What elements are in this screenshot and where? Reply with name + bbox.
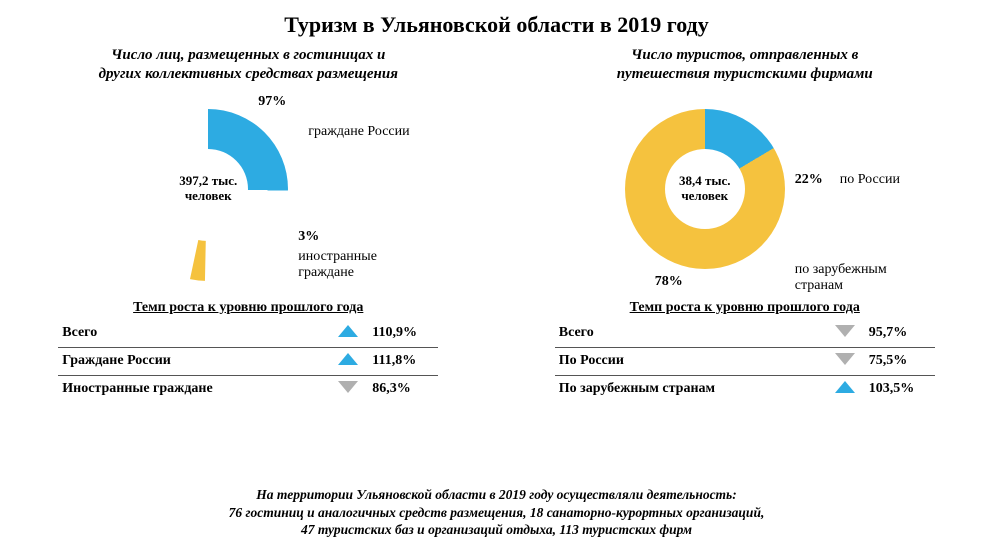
growth-arrow-icon [328, 320, 368, 348]
left-slice0-label: граждане России [308, 124, 409, 140]
growth-row-label: Иностранные граждане [58, 375, 328, 403]
growth-row: Граждане России 111,8% [58, 347, 438, 375]
growth-arrow-icon [825, 320, 865, 348]
right-slice0-pct: 22% [795, 172, 823, 188]
page-title: Туризм в Ульяновской области в 2019 году [0, 0, 993, 38]
growth-arrow-icon [825, 375, 865, 403]
right-donut: 38,4 тыс. человек [625, 109, 785, 269]
right-donut-wrap: 38,4 тыс. человек 22% по России 78% по з… [565, 94, 925, 294]
growth-row: По России 75,5% [555, 347, 935, 375]
growth-row-label: Всего [58, 320, 328, 348]
right-center-line2: человек [681, 189, 728, 204]
growth-arrow-icon [328, 347, 368, 375]
right-panel: Число туристов, отправленных в путешеств… [515, 46, 975, 403]
growth-row-value: 95,7% [865, 320, 935, 348]
growth-row-value: 110,9% [368, 320, 438, 348]
panels: Число лиц, размещенных в гостиницах и др… [0, 46, 993, 403]
growth-row: Всего 95,7% [555, 320, 935, 348]
left-growth-table: Всего110,9%Граждане России111,8%Иностран… [58, 320, 438, 403]
growth-row-label: Граждане России [58, 347, 328, 375]
right-growth-table: Всего95,7%По России75,5%По зарубежным ст… [555, 320, 935, 403]
left-slice1-label: иностранные граждане [298, 249, 377, 281]
growth-row-label: Всего [555, 320, 825, 348]
left-panel: Число лиц, размещенных в гостиницах и др… [18, 46, 478, 403]
growth-arrow-icon [328, 375, 368, 403]
right-donut-hole: 38,4 тыс. человек [665, 149, 745, 229]
footer-text: На территории Ульяновской области в 2019… [0, 486, 993, 539]
right-slice1-label: по зарубежным странам [795, 262, 925, 294]
growth-row-value: 86,3% [368, 375, 438, 403]
left-slice0-pct: 97% [258, 94, 286, 110]
growth-row: Всего 110,9% [58, 320, 438, 348]
growth-row-label: По России [555, 347, 825, 375]
left-slice1-pct: 3% [298, 229, 319, 245]
growth-row-label: По зарубежным странам [555, 375, 825, 403]
growth-row-value: 103,5% [865, 375, 935, 403]
growth-row-value: 75,5% [865, 347, 935, 375]
right-slice0-label: по России [840, 172, 900, 188]
left-subtitle: Число лиц, размещенных в гостиницах и др… [99, 46, 398, 84]
right-growth-title: Темп роста к уровню прошлого года [630, 300, 860, 316]
growth-row: По зарубежным странам 103,5% [555, 375, 935, 403]
right-slice1-pct: 78% [655, 274, 683, 290]
growth-row-value: 111,8% [368, 347, 438, 375]
right-subtitle: Число туристов, отправленных в путешеств… [617, 46, 873, 84]
left-donut-wrap: 397,2 тыс. человек 97% граждане России 3… [68, 94, 428, 294]
growth-arrow-icon [825, 347, 865, 375]
growth-row: Иностранные граждане 86,3% [58, 375, 438, 403]
right-center-line1: 38,4 тыс. [679, 174, 731, 189]
